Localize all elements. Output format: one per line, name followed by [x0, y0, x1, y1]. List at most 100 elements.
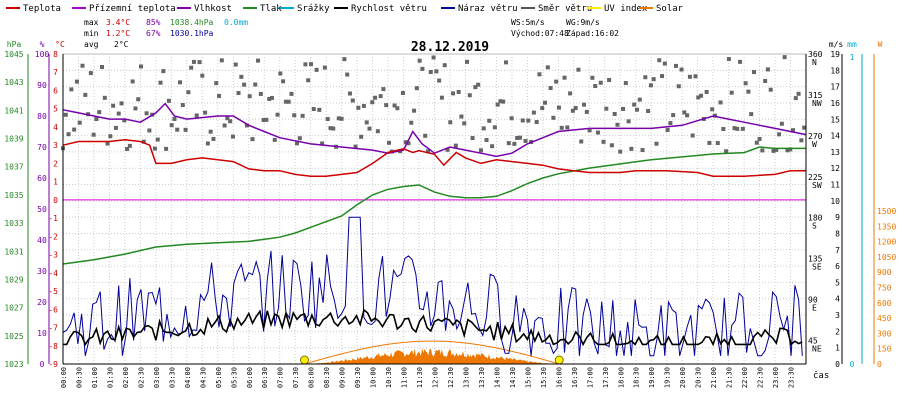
wind-direction-point: [122, 118, 127, 123]
stats-avg-temp: 2°C: [114, 40, 129, 49]
hpa-tick: 1039: [4, 135, 23, 144]
wind-direction-point: [178, 80, 183, 85]
x-tick: 22:30: [757, 367, 765, 388]
ms-tick: 14: [830, 132, 840, 141]
dir-tick: 135: [808, 255, 823, 264]
pct-tick: 20: [37, 298, 47, 307]
wind-direction-point: [640, 148, 645, 153]
wind-direction-point: [526, 118, 531, 123]
wind-direction-point: [743, 81, 748, 86]
w-tick: 1350: [877, 222, 896, 231]
wind-direction-point: [211, 136, 216, 141]
dir-tick: 360: [808, 50, 823, 59]
ms-tick: 3: [835, 311, 840, 320]
wind-direction-point: [267, 96, 272, 101]
x-tick: 20:00: [679, 367, 687, 388]
wind-direction-point: [303, 62, 308, 67]
wind-direction-point: [386, 140, 391, 145]
wind-direction-point: [239, 74, 244, 79]
pct-tick: 40: [37, 236, 47, 245]
wind-direction-point: [105, 141, 110, 146]
wind-direction-point: [442, 63, 447, 68]
hpa-axis-unit: hPa: [7, 40, 22, 49]
wind-direction-point: [609, 143, 614, 148]
wind-direction-point: [256, 58, 261, 63]
dir-tick: 45: [808, 337, 818, 346]
wind-direction-point: [403, 140, 408, 145]
wind-direction-point: [189, 65, 194, 70]
stats-panel: max 3.4°C 85% 1038.4hPa 0.0mm min 1.2°C 67% 1030…: [84, 18, 619, 49]
wind-direction-point: [292, 113, 297, 118]
wind-direction-point: [172, 116, 177, 121]
wind-direction-point: [356, 105, 361, 110]
w-tick: 600: [877, 299, 892, 308]
hpa-tick: 1043: [4, 78, 23, 87]
ms-tick: 11: [830, 181, 840, 190]
degc-tick: 7: [53, 68, 58, 77]
wind-direction-point: [225, 116, 230, 121]
x-tick: 13:30: [478, 367, 486, 388]
wind-direction-point: [406, 141, 411, 146]
x-tick: 23:30: [788, 367, 796, 388]
wind-direction-point: [517, 135, 522, 140]
x-tick: 18:00: [617, 367, 625, 388]
wind-direction-point: [74, 79, 79, 84]
w-tick: 1200: [877, 238, 896, 247]
wind-direction-point: [264, 117, 269, 122]
wind-direction-point: [359, 134, 364, 139]
stats-max-rain: 0.0mm: [224, 18, 248, 27]
wind-direction-point: [534, 120, 539, 125]
wind-direction-point: [320, 141, 325, 146]
wind-direction-point: [392, 103, 397, 108]
wind-direction-point: [400, 90, 405, 95]
ms-tick: 7: [835, 246, 840, 255]
hpa-tick: 1037: [4, 163, 23, 172]
wind-direction-point: [119, 101, 124, 106]
legend-label: Solar: [656, 4, 684, 14]
wind-direction-point: [283, 99, 288, 104]
wind-direction-point: [473, 85, 478, 90]
stats-avg-label: avg: [84, 40, 99, 49]
wind-direction-point: [127, 143, 132, 148]
wind-direction-point: [69, 87, 74, 92]
wind-direction-point: [300, 113, 305, 118]
wind-direction-point: [197, 60, 202, 65]
wind-direction-point: [152, 146, 157, 151]
hpa-tick: 1033: [4, 219, 23, 228]
wind-direction-point: [651, 77, 656, 82]
wind-direction-point: [80, 63, 85, 68]
hpa-tick: 1045: [4, 50, 23, 59]
wind-direction-point: [417, 58, 422, 63]
x-tick: 18:30: [633, 367, 641, 388]
wind-direction-point: [735, 126, 740, 131]
degc-tick: 5: [53, 105, 58, 114]
wind-direction-point: [726, 57, 731, 62]
wind-direction-point: [662, 61, 667, 66]
plot-area: [61, 55, 807, 365]
hpa-tick: 1027: [4, 304, 23, 313]
wind-direction-point: [487, 118, 492, 123]
wind-direction-point: [707, 140, 712, 145]
wind-direction-point: [671, 113, 676, 118]
wind-direction-point: [779, 121, 784, 126]
wind-direction-point: [790, 128, 795, 133]
degc-tick: -7: [48, 324, 58, 333]
wind-direction-point: [579, 139, 584, 144]
wind-direction-point: [704, 89, 709, 94]
legend-label: Srážky: [297, 4, 330, 14]
solar-clear-sky-curve: [304, 340, 559, 365]
ms-axis-unit: m/s: [829, 40, 844, 49]
wind-direction-point: [434, 69, 439, 74]
wind-direction-point: [373, 95, 378, 100]
wind-direction-point: [200, 73, 205, 78]
wind-direction-point: [721, 127, 726, 132]
dir-tick-sub: W: [812, 140, 817, 149]
w-tick: 1500: [877, 207, 896, 216]
wind-direction-point: [111, 103, 116, 108]
x-tick: 23:00: [772, 367, 780, 388]
degc-tick: -1: [48, 214, 58, 223]
wind-direction-point: [763, 78, 768, 83]
w-tick: 450: [877, 314, 892, 323]
wind-direction-point: [236, 91, 241, 96]
stats-sunrise: Východ:07:48: [511, 29, 569, 38]
